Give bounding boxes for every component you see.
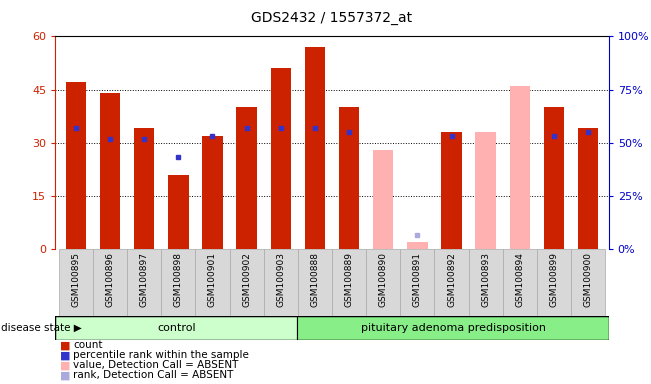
Bar [510, 86, 530, 249]
Text: count: count [73, 340, 102, 350]
Bar [195, 249, 230, 316]
Text: GSM100899: GSM100899 [549, 252, 559, 307]
Text: GSM100889: GSM100889 [344, 252, 353, 307]
Bar [230, 249, 264, 316]
Text: GSM100902: GSM100902 [242, 252, 251, 307]
Bar [571, 249, 605, 316]
Text: GSM100891: GSM100891 [413, 252, 422, 307]
Bar [66, 83, 86, 249]
Text: ■: ■ [60, 350, 70, 360]
Text: disease state ▶: disease state ▶ [1, 323, 81, 333]
Bar [366, 249, 400, 316]
Text: value, Detection Call = ABSENT: value, Detection Call = ABSENT [73, 360, 238, 370]
Bar [305, 47, 326, 249]
Text: GSM100894: GSM100894 [516, 252, 524, 307]
Text: ■: ■ [60, 370, 70, 380]
Bar [339, 107, 359, 249]
Text: GSM100898: GSM100898 [174, 252, 183, 307]
Text: percentile rank within the sample: percentile rank within the sample [73, 350, 249, 360]
Bar [407, 242, 428, 249]
Text: GSM100901: GSM100901 [208, 252, 217, 307]
Bar [332, 249, 366, 316]
Bar [537, 249, 571, 316]
Text: rank, Detection Call = ABSENT: rank, Detection Call = ABSENT [73, 370, 233, 380]
Text: pituitary adenoma predisposition: pituitary adenoma predisposition [361, 323, 546, 333]
Bar [544, 107, 564, 249]
Text: GSM100893: GSM100893 [481, 252, 490, 307]
Bar [469, 249, 503, 316]
Bar [578, 129, 598, 249]
Bar [236, 107, 257, 249]
Bar [441, 132, 462, 249]
Bar [134, 129, 154, 249]
Bar [298, 316, 609, 340]
Bar [298, 249, 332, 316]
Text: ■: ■ [60, 360, 70, 370]
Text: control: control [157, 323, 196, 333]
Bar [373, 150, 393, 249]
Text: GSM100895: GSM100895 [72, 252, 80, 307]
Text: GSM100892: GSM100892 [447, 252, 456, 307]
Text: GSM100897: GSM100897 [140, 252, 148, 307]
Bar [475, 132, 496, 249]
Bar [202, 136, 223, 249]
Bar [503, 249, 537, 316]
Bar [100, 93, 120, 249]
Text: GSM100890: GSM100890 [379, 252, 388, 307]
Text: ■: ■ [60, 340, 70, 350]
Bar [434, 249, 469, 316]
Text: GSM100888: GSM100888 [311, 252, 320, 307]
Text: GSM100900: GSM100900 [584, 252, 592, 307]
Bar [59, 249, 93, 316]
Text: GSM100903: GSM100903 [276, 252, 285, 307]
Bar [168, 174, 189, 249]
Text: GDS2432 / 1557372_at: GDS2432 / 1557372_at [251, 11, 413, 25]
Text: GSM100896: GSM100896 [105, 252, 115, 307]
Bar [161, 249, 195, 316]
Bar [127, 249, 161, 316]
Bar [400, 249, 434, 316]
Bar [264, 249, 298, 316]
Bar [55, 316, 298, 340]
Bar [271, 68, 291, 249]
Bar [93, 249, 127, 316]
